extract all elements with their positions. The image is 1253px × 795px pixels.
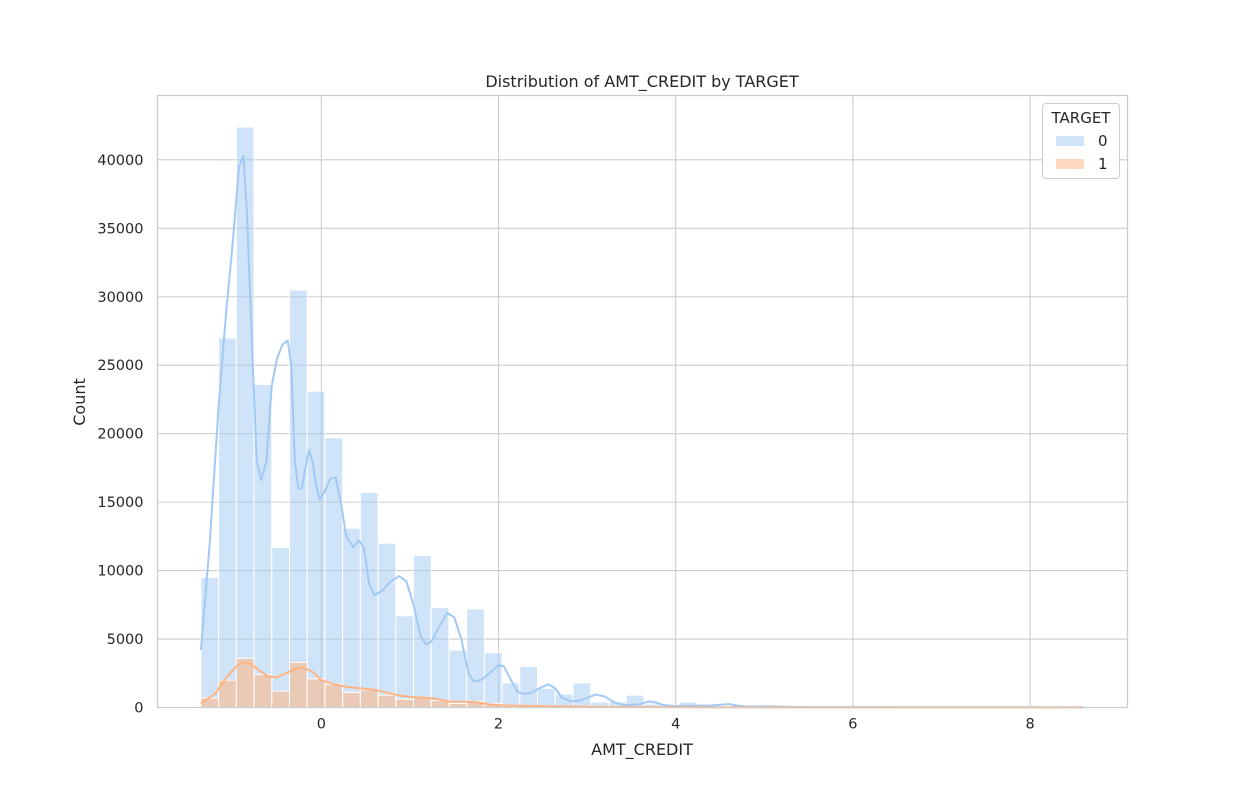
y-tick-label: 15000 [97,495,143,511]
bar [430,607,450,709]
bar [218,337,237,708]
bar [342,691,361,708]
bar [271,690,290,709]
bar [448,649,468,708]
x-tick-label: 0 [317,717,326,733]
bar [253,674,273,708]
chart-title: Distribution of AMT_CREDIT by TARGET [485,72,799,92]
x-tick-label: 8 [1025,717,1034,733]
bar [359,492,379,708]
bar [537,687,556,708]
x-axis-ticks: 0 2 4 6 8 [317,717,1035,733]
legend-swatch-0 [1056,136,1084,146]
bar [466,608,485,708]
kde-curve-0 [199,154,1084,709]
y-tick-label: 20000 [97,427,143,443]
bar [377,542,397,709]
bar [519,665,539,708]
y-tick-label: 5000 [107,632,144,648]
bar [271,546,290,708]
bar [395,698,415,708]
x-tick-label: 4 [671,717,680,733]
y-axis-ticks: 0 5000 10000 15000 20000 25000 30000 35000 40000 [97,153,143,717]
bar [483,652,503,709]
legend-items: 01 [1056,132,1108,173]
x-axis-label: AMT_CREDIT [591,740,693,760]
y-tick-label: 0 [134,701,143,717]
bar [342,527,361,708]
bar [572,682,592,709]
y-tick-label: 30000 [97,290,143,306]
x-tick-label: 2 [494,717,503,733]
y-tick-label: 35000 [97,221,143,237]
legend-label-0: 0 [1098,132,1108,150]
legend-title: TARGET [1051,109,1112,127]
bar [324,683,344,709]
bar [306,678,326,709]
plot-frame [156,94,1129,709]
bar [200,576,220,708]
y-tick-label: 40000 [97,153,143,169]
y-tick-label: 25000 [97,358,143,374]
bar [306,390,326,708]
y-axis-label: Count [70,378,89,426]
legend-swatch-1 [1056,159,1084,169]
y-tick-label: 10000 [97,564,143,580]
bar [288,289,308,708]
bar [235,126,255,708]
legend: TARGET 01 [1042,103,1120,179]
bar [413,555,432,709]
x-tick-label: 6 [848,717,857,733]
bar [501,682,521,709]
bar [395,615,415,708]
bar [359,689,379,709]
legend-label-1: 1 [1098,155,1108,173]
bar [377,694,397,709]
